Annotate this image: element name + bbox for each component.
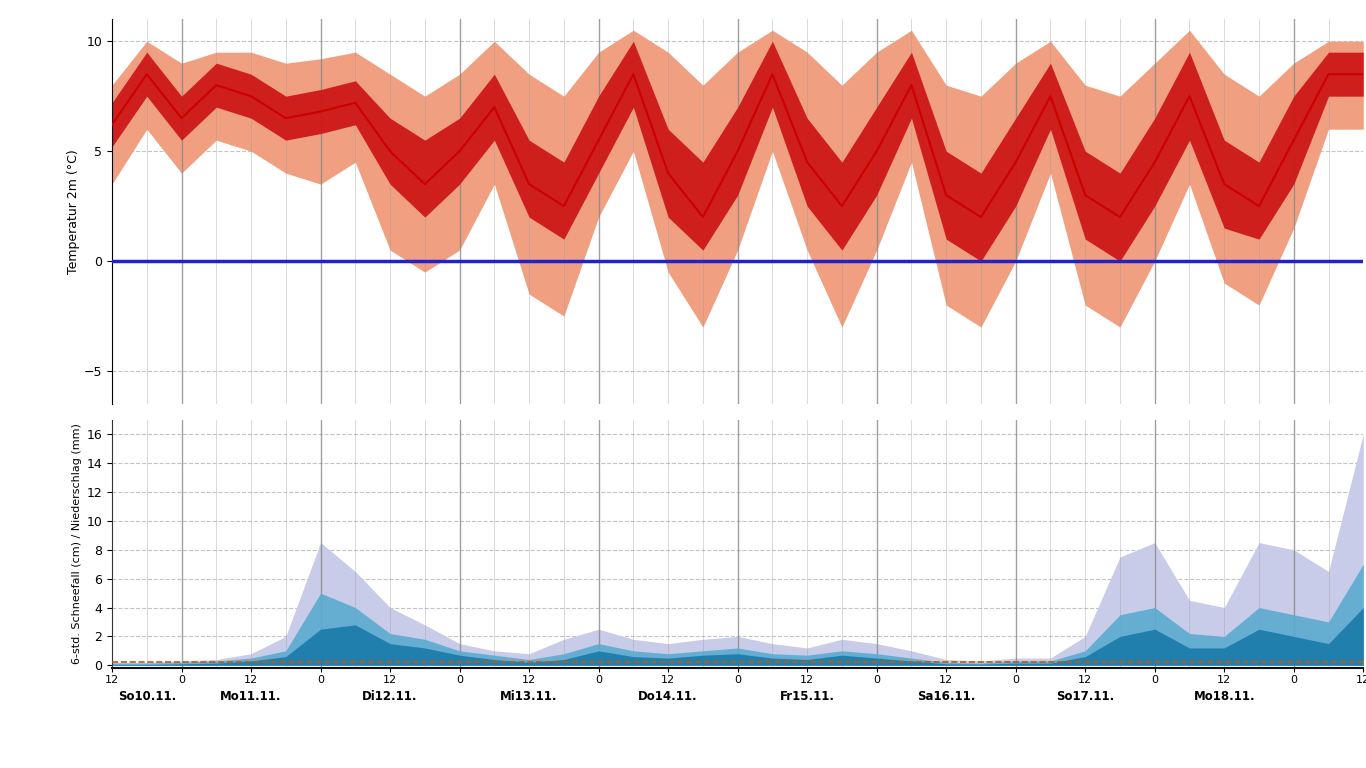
Text: Di12.11.: Di12.11.: [362, 690, 418, 703]
Text: So17.11.: So17.11.: [1056, 690, 1115, 703]
Text: Mi13.11.: Mi13.11.: [500, 690, 557, 703]
Text: So10.11.: So10.11.: [117, 690, 176, 703]
Text: Sa16.11.: Sa16.11.: [917, 690, 975, 703]
Y-axis label: Temperatur 2m (°C): Temperatur 2m (°C): [67, 149, 79, 274]
Text: Do14.11.: Do14.11.: [638, 690, 698, 703]
Text: Mo11.11.: Mo11.11.: [220, 690, 281, 703]
Y-axis label: 6-std. Schneefall (cm) / Niederschlag (mm): 6-std. Schneefall (cm) / Niederschlag (m…: [72, 424, 82, 664]
Text: Mo18.11.: Mo18.11.: [1194, 690, 1255, 703]
Text: Fr15.11.: Fr15.11.: [780, 690, 835, 703]
